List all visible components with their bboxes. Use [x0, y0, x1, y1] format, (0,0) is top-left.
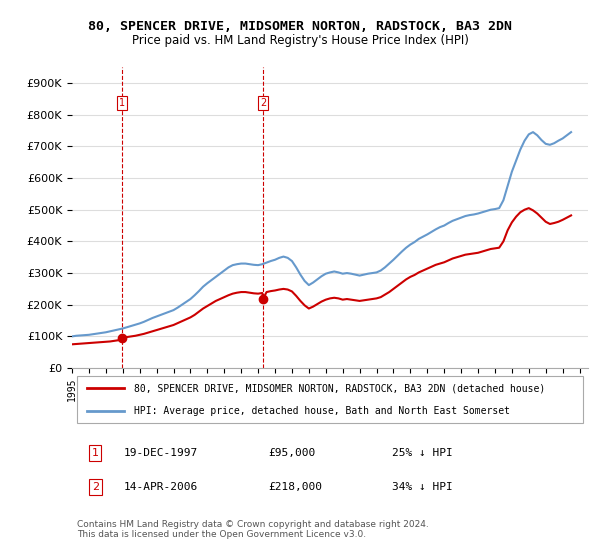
Text: Price paid vs. HM Land Registry's House Price Index (HPI): Price paid vs. HM Land Registry's House … [131, 34, 469, 46]
Text: 1: 1 [119, 99, 125, 108]
Text: £218,000: £218,000 [268, 482, 322, 492]
Text: 1: 1 [92, 448, 99, 458]
FancyBboxPatch shape [77, 376, 583, 423]
Text: 14-APR-2006: 14-APR-2006 [124, 482, 198, 492]
Text: 80, SPENCER DRIVE, MIDSOMER NORTON, RADSTOCK, BA3 2DN: 80, SPENCER DRIVE, MIDSOMER NORTON, RADS… [88, 20, 512, 32]
Text: HPI: Average price, detached house, Bath and North East Somerset: HPI: Average price, detached house, Bath… [134, 406, 510, 416]
Text: 2: 2 [92, 482, 99, 492]
Text: 19-DEC-1997: 19-DEC-1997 [124, 448, 198, 458]
Text: 80, SPENCER DRIVE, MIDSOMER NORTON, RADSTOCK, BA3 2DN (detached house): 80, SPENCER DRIVE, MIDSOMER NORTON, RADS… [134, 383, 545, 393]
Text: Contains HM Land Registry data © Crown copyright and database right 2024.
This d: Contains HM Land Registry data © Crown c… [77, 520, 429, 539]
Text: 2: 2 [260, 99, 266, 108]
Text: 34% ↓ HPI: 34% ↓ HPI [392, 482, 452, 492]
Text: 25% ↓ HPI: 25% ↓ HPI [392, 448, 452, 458]
Text: £95,000: £95,000 [268, 448, 316, 458]
